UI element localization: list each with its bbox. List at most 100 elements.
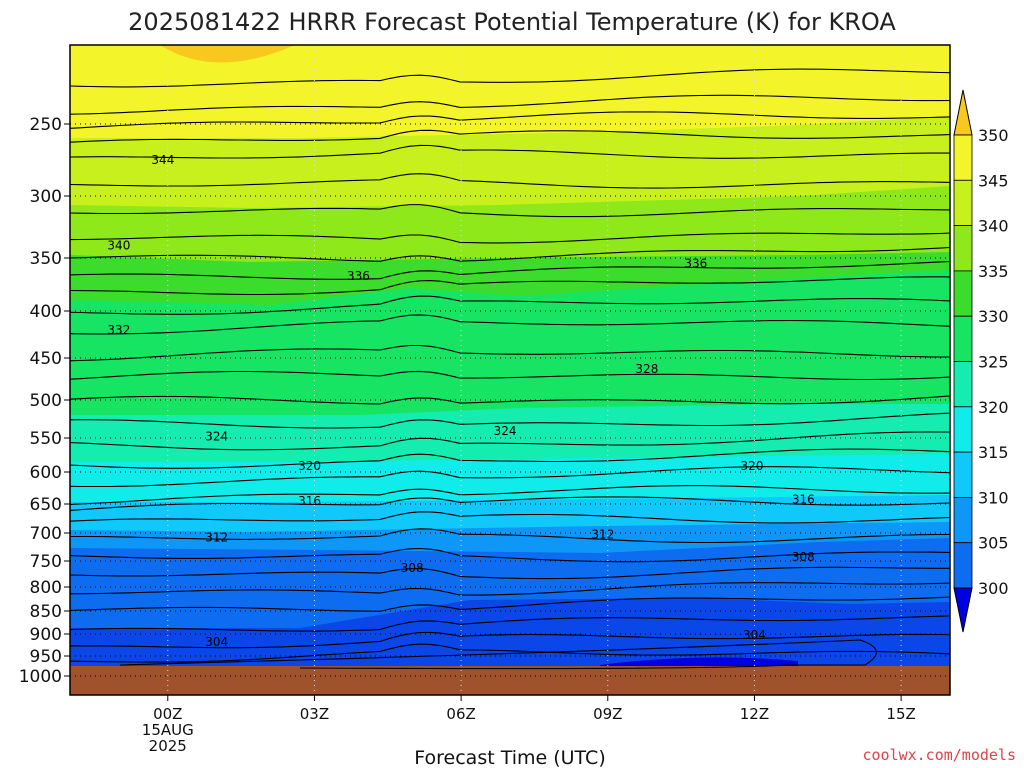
contour-line xyxy=(70,643,950,663)
contour-line xyxy=(70,431,950,451)
contour-line xyxy=(70,173,950,189)
contour-line xyxy=(70,596,950,612)
contour-label: 320 xyxy=(741,459,764,473)
contour-lines xyxy=(70,68,950,670)
contour-label: 336 xyxy=(347,269,370,283)
contour-label: 336 xyxy=(684,256,707,270)
contour-label: 316 xyxy=(792,493,815,507)
x-tick-label: 00Z xyxy=(153,705,182,723)
y-tick-label: 500 xyxy=(30,391,62,411)
plot-frame xyxy=(69,44,951,696)
x-tick-label: 06Z xyxy=(446,705,475,723)
x-tick-label: 09Z xyxy=(593,705,622,723)
colorbar-label: 350 xyxy=(978,126,1009,145)
contour-label: 324 xyxy=(205,429,228,443)
colorbar-swatch xyxy=(953,406,973,453)
colorbar-swatch xyxy=(953,451,973,498)
ground-surface xyxy=(70,666,950,695)
temperature-fill-bands xyxy=(70,45,950,695)
contour-line xyxy=(70,344,950,362)
colorbar-label: 330 xyxy=(978,307,1009,326)
contour-label: 332 xyxy=(107,323,130,337)
y-tick-label: 750 xyxy=(30,552,62,572)
contour-line xyxy=(70,485,950,505)
colorbar-label: 340 xyxy=(978,217,1009,236)
x-tick-label: 12Z xyxy=(740,705,769,723)
colorbar-label: 315 xyxy=(978,443,1009,462)
contour-line xyxy=(70,276,950,296)
warm-pocket xyxy=(160,45,295,63)
y-tick-label: 250 xyxy=(30,115,62,135)
contour-label: 316 xyxy=(298,494,321,508)
contour-line xyxy=(70,528,950,544)
colorbar-swatch xyxy=(953,496,973,544)
contour-line xyxy=(70,314,950,335)
contour-labels: 344 340 336 336 332 328 324 324 320 320 316 316 312 3… xyxy=(107,153,814,649)
y-tick-label: 600 xyxy=(30,463,62,483)
colorbar-label: 325 xyxy=(978,353,1009,372)
contour-line xyxy=(70,615,950,632)
contour-line xyxy=(70,94,950,115)
contour-line xyxy=(70,395,950,405)
contour-line xyxy=(70,412,950,429)
colorbar-min-arrow xyxy=(953,587,973,633)
contour-line xyxy=(119,639,877,670)
colorbar-label: 320 xyxy=(978,398,1009,417)
y-tick-label: 350 xyxy=(30,249,62,269)
x-axis-label: Forecast Time (UTC) xyxy=(414,747,605,768)
contour-line xyxy=(70,246,950,262)
colorbar-swatch xyxy=(953,542,973,589)
x-tick-label: 03Z xyxy=(300,705,329,723)
contour-label: 328 xyxy=(635,362,658,376)
colorbar: 350 345 340 335 330 325 320 315 310 305 300 xyxy=(953,89,1009,633)
contour-line xyxy=(70,68,950,88)
y-tick-label: 900 xyxy=(30,625,62,645)
contour-line xyxy=(70,547,950,563)
y-tick-label: 950 xyxy=(30,647,62,667)
contour-line xyxy=(70,370,950,381)
contour-label: 308 xyxy=(401,561,424,575)
contour-label: 312 xyxy=(205,530,228,544)
colorbar-max-arrow xyxy=(953,89,973,136)
contour-label: 344 xyxy=(151,153,174,167)
colorbar-label: 305 xyxy=(978,534,1009,553)
colorbar-label: 300 xyxy=(978,579,1009,598)
y-tick-label: 400 xyxy=(30,302,62,322)
contour-line xyxy=(70,631,950,649)
contour-label: 304 xyxy=(743,628,766,642)
contour-label: 320 xyxy=(298,459,321,473)
x-tick-sublabel: 15AUG xyxy=(142,721,194,739)
y-tick-label: 450 xyxy=(30,349,62,369)
contour-line xyxy=(70,129,950,143)
colorbar-label: 335 xyxy=(978,262,1009,281)
y-tick-label: 300 xyxy=(30,187,62,207)
colorbar-swatch xyxy=(953,134,973,181)
credit-text: coolwx.com/models xyxy=(862,746,1016,764)
y-tick-label: 650 xyxy=(30,495,62,515)
colorbar-swatch xyxy=(953,361,973,408)
chart-title: 2025081422 HRRR Forecast Potential Tempe… xyxy=(128,8,896,36)
colorbar-swatch xyxy=(953,179,973,227)
colorbar-label: 310 xyxy=(978,488,1009,507)
y-tick-label: 700 xyxy=(30,524,62,544)
colorbar-swatch xyxy=(953,225,973,272)
y-tick-label: 550 xyxy=(30,429,62,449)
contour-line xyxy=(70,448,950,469)
colorbar-swatch xyxy=(953,270,973,317)
contour-line xyxy=(70,144,950,159)
y-tick-label: 850 xyxy=(30,602,62,622)
y-tick-label: 800 xyxy=(30,578,62,598)
contour-line xyxy=(70,295,950,315)
colorbar-swatch xyxy=(953,315,973,362)
cold-pocket xyxy=(600,657,798,666)
contour-line xyxy=(70,204,950,218)
contour-line xyxy=(70,466,950,488)
x-tick-sublabel: 2025 xyxy=(149,737,187,755)
grid-lines xyxy=(70,45,950,695)
y-tick-label: 1000 xyxy=(19,667,62,687)
contour-label: 340 xyxy=(107,239,130,253)
contour-label: 312 xyxy=(591,528,614,542)
contour-line xyxy=(70,232,950,244)
